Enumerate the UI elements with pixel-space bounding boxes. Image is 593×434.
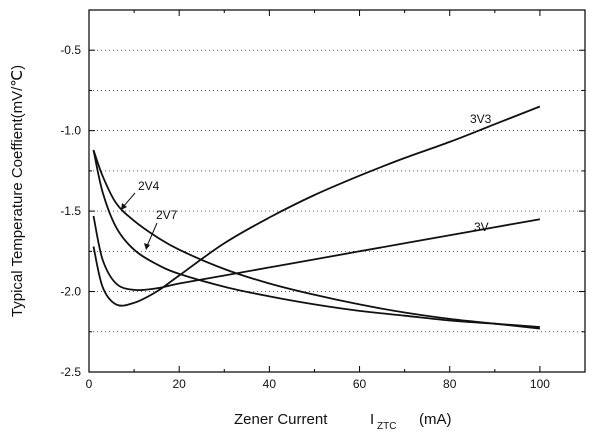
curve-layer	[92, 105, 541, 330]
y-axis-label: Typical Temperature Coeffient(mV/℃)	[9, 65, 26, 317]
pointer-2v4	[122, 192, 136, 208]
series-label-2v4: 2V4	[138, 179, 160, 193]
x-tick-label: 20	[173, 377, 187, 391]
series-line-2v4	[92, 149, 540, 330]
x-axis-label-unit: (mA)	[419, 411, 452, 428]
series-line-3v	[92, 215, 541, 292]
x-axis-label-subscript: ZTC	[377, 421, 396, 432]
y-tick-label: -1.5	[60, 204, 81, 218]
tick-layer: -2.5 -2.0 -1.5 -1.0 -0.5 0 20 40 60 80 100	[60, 9, 586, 391]
x-axis-label: Zener Current I ZTC (mA)	[234, 411, 452, 432]
y-tick-label: -2.5	[60, 365, 81, 379]
plot-frame	[88, 9, 586, 373]
x-tick-label: 80	[443, 377, 457, 391]
x-axis-label-symbol: I	[370, 411, 374, 428]
x-tick-label: 40	[263, 377, 277, 391]
y-tick-label: -1.0	[60, 124, 81, 138]
x-tick-label: 100	[530, 377, 550, 391]
series-label-3v3: 3V3	[470, 112, 492, 126]
series-line-3v3	[92, 105, 541, 307]
y-tick-label: -2.0	[60, 285, 81, 299]
x-axis-label-text: Zener Current	[234, 411, 328, 428]
series-line-2v7	[92, 149, 540, 328]
y-tick-label: -0.5	[60, 43, 81, 57]
grid-layer	[89, 49, 585, 333]
series-label-layer: 3V3 3V 2V4 2V7	[121, 112, 492, 250]
series-label-3v: 3V	[474, 220, 489, 234]
series-label-2v7: 2V7	[156, 208, 178, 222]
x-tick-label: 0	[86, 377, 93, 391]
pointer-2v7	[146, 222, 158, 247]
pointer-2v4-arrowhead	[121, 203, 127, 210]
pointer-2v7-arrowhead	[144, 243, 150, 250]
x-tick-label: 60	[353, 377, 367, 391]
